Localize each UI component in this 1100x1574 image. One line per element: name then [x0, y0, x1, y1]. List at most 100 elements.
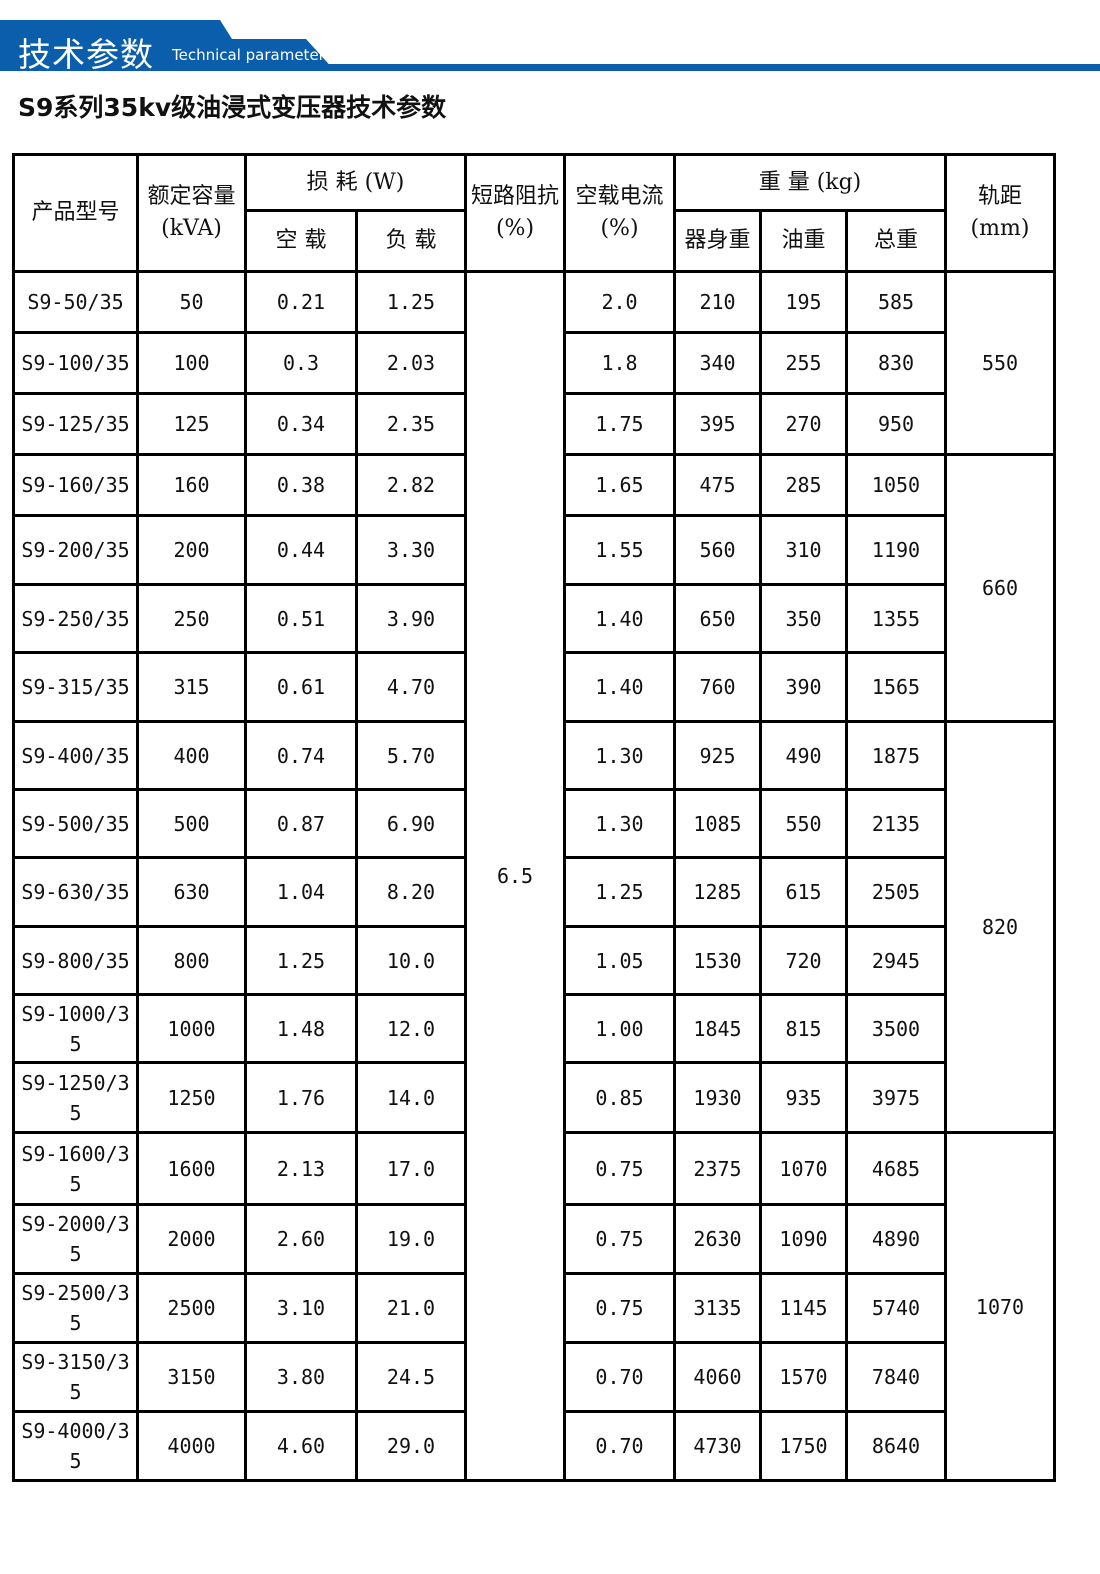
- cell-total-weight: 1190: [845, 514, 947, 586]
- cell-model: S9-125/35: [12, 392, 139, 456]
- cell-body-weight: 395: [673, 392, 762, 456]
- cell-body-weight: 760: [673, 651, 762, 723]
- cell-total-weight: 830: [845, 331, 947, 395]
- cell-noload-current: 1.00: [563, 993, 676, 1064]
- cell-total-weight: 3500: [845, 993, 947, 1064]
- cell-oil-weight: 285: [759, 453, 848, 517]
- cell-noload-current: 1.65: [563, 453, 676, 517]
- cell-load-loss: 3.90: [355, 583, 467, 654]
- cell-total-weight: 8640: [845, 1410, 947, 1482]
- header-capacity: 额定容量 (kVA): [136, 153, 247, 273]
- cell-noload-current: 1.8: [563, 331, 676, 395]
- table-row: S9-50/35 50 0.21 1.25 6.5 2.0 210 195 585 550: [12, 270, 1056, 1482]
- header-rule: [0, 64, 1100, 71]
- cell-total-weight: 7840: [845, 1341, 947, 1413]
- table-row: S9-1000/35 1000 1.48 12.0 1.00 1845 815 3500: [12, 993, 1055, 1064]
- header-impedance-unit: (%): [495, 216, 535, 241]
- cell-noload-loss: 0.87: [244, 788, 358, 859]
- table-row: S9-200/35 200 0.44 3.30 1.55 560 310 1190: [12, 514, 1055, 586]
- cell-load-loss: 2.82: [355, 453, 467, 517]
- table-row: S9-500/35 500 0.87 6.90 1.30 1085 550 2135: [12, 788, 1055, 859]
- cell-noload-current: 0.75: [563, 1272, 676, 1344]
- table-row: S9-1250/35 1250 1.76 14.0 0.85 1930 935 3975: [12, 1061, 1055, 1134]
- cell-model: S9-160/35: [12, 453, 139, 517]
- cell-load-loss: 6.90: [355, 788, 467, 859]
- cell-total-weight: 1565: [845, 651, 947, 723]
- cell-oil-weight: 720: [759, 925, 848, 996]
- cell-model: S9-315/35: [12, 651, 139, 723]
- cell-gauge: 550: [944, 270, 1056, 456]
- header-weight: 重 量 (kg): [673, 153, 947, 212]
- header-capacity-label: 额定容量: [147, 184, 236, 209]
- cell-load-loss: 29.0: [355, 1410, 467, 1482]
- cell-model: S9-400/35: [12, 720, 139, 791]
- cell-noload-loss: 0.74: [244, 720, 358, 791]
- cell-noload-current: 0.70: [563, 1410, 676, 1482]
- cell-total-weight: 1355: [845, 583, 947, 654]
- cell-capacity: 2000: [136, 1203, 247, 1275]
- table-row: S9-125/35 125 0.34 2.35 1.75 395 270 950: [12, 392, 1055, 456]
- header-subrow: 空 载 负 载 器身重 油重 总重: [14, 209, 1055, 273]
- cell-noload-loss: 2.60: [244, 1203, 358, 1275]
- cell-model: S9-1000/35: [12, 993, 139, 1064]
- cell-total-weight: 1875: [845, 720, 947, 791]
- header-gauge: 轨距 (mm): [944, 153, 1056, 273]
- header-weight-total: 总重: [845, 209, 947, 273]
- cell-oil-weight: 350: [759, 583, 848, 654]
- cell-body-weight: 2375: [673, 1131, 762, 1206]
- cell-body-weight: 4060: [673, 1341, 762, 1413]
- cell-load-loss: 12.0: [355, 993, 467, 1064]
- cell-body-weight: 475: [673, 453, 762, 517]
- table-title: S9系列35kv级油浸式变压器技术参数: [18, 93, 447, 122]
- cell-body-weight: 1930: [673, 1061, 762, 1134]
- cell-load-loss: 3.30: [355, 514, 467, 586]
- cell-noload-loss: 1.04: [244, 856, 358, 928]
- cell-body-weight: 1845: [673, 993, 762, 1064]
- cell-noload-current: 1.25: [563, 856, 676, 928]
- cell-body-weight: 925: [673, 720, 762, 791]
- cell-model: S9-4000/35: [12, 1410, 139, 1482]
- cell-total-weight: 2135: [845, 788, 947, 859]
- cell-oil-weight: 490: [759, 720, 848, 791]
- cell-impedance: 6.5: [464, 270, 566, 1482]
- header-gauge-label: 轨距: [977, 184, 1022, 209]
- table-body: S9-50/35 50 0.21 1.25 6.5 2.0 210 195 585 550 S9-1…: [12, 270, 1056, 1482]
- cell-capacity: 3150: [136, 1341, 247, 1413]
- header-weight-body: 器身重: [673, 209, 762, 273]
- cell-noload-loss: 1.25: [244, 925, 358, 996]
- cell-capacity: 160: [136, 453, 247, 517]
- cell-gauge: 1070: [944, 1131, 1056, 1482]
- header-loss-noload: 空 载: [244, 209, 358, 273]
- cell-capacity: 50: [136, 270, 247, 334]
- cell-capacity: 2500: [136, 1272, 247, 1344]
- cell-load-loss: 5.70: [355, 720, 467, 791]
- cell-noload-loss: 2.13: [244, 1131, 358, 1206]
- cell-oil-weight: 1070: [759, 1131, 848, 1206]
- cell-load-loss: 24.5: [355, 1341, 467, 1413]
- cell-model: S9-2000/35: [12, 1203, 139, 1275]
- table-row: S9-2000/35 2000 2.60 19.0 0.75 2630 1090 4890: [12, 1203, 1055, 1275]
- cell-capacity: 250: [136, 583, 247, 654]
- header-current: 空载电流 (%): [563, 153, 676, 273]
- cell-noload-loss: 1.76: [244, 1061, 358, 1134]
- table-row: S9-400/35 400 0.74 5.70 1.30 925 490 1875 820: [12, 720, 1056, 1134]
- cell-gauge: 660: [944, 453, 1056, 723]
- cell-model: S9-3150/35: [12, 1341, 139, 1413]
- cell-body-weight: 3135: [673, 1272, 762, 1344]
- cell-total-weight: 950: [845, 392, 947, 456]
- cell-oil-weight: 550: [759, 788, 848, 859]
- cell-noload-loss: 4.60: [244, 1410, 358, 1482]
- header-model: 产品型号: [12, 153, 139, 273]
- cell-body-weight: 1285: [673, 856, 762, 928]
- cell-model: S9-1600/35: [12, 1131, 139, 1206]
- cell-body-weight: 2630: [673, 1203, 762, 1275]
- cell-noload-loss: 0.34: [244, 392, 358, 456]
- cell-oil-weight: 1145: [759, 1272, 848, 1344]
- cell-capacity: 4000: [136, 1410, 247, 1482]
- cell-noload-current: 1.40: [563, 651, 676, 723]
- cell-capacity: 100: [136, 331, 247, 395]
- cell-noload-current: 1.40: [563, 583, 676, 654]
- cell-model: S9-200/35: [12, 514, 139, 586]
- cell-load-loss: 10.0: [355, 925, 467, 996]
- table-row: S9-250/35 250 0.51 3.90 1.40 650 350 1355: [12, 583, 1055, 654]
